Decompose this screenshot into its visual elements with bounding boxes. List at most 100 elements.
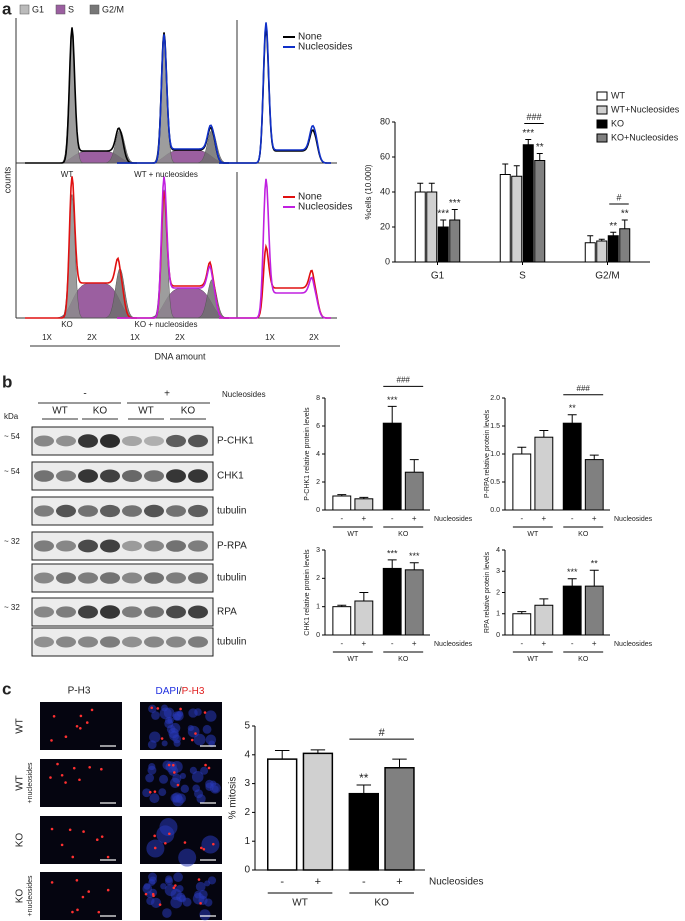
error-bar bbox=[417, 182, 424, 192]
nucleus bbox=[189, 766, 197, 775]
blot-band bbox=[166, 572, 186, 584]
kda-label: kDa bbox=[4, 412, 19, 421]
title-part: P-H3 bbox=[182, 686, 205, 697]
ph3-spot bbox=[190, 738, 194, 742]
nucleus bbox=[194, 890, 202, 899]
blot-band bbox=[56, 572, 76, 584]
y-tick-label: 4 bbox=[244, 749, 250, 760]
legend-label: Nucleosides bbox=[298, 202, 352, 213]
legend-swatch bbox=[596, 133, 608, 143]
error-bar bbox=[536, 153, 543, 161]
bar bbox=[584, 242, 596, 263]
nucleus bbox=[142, 788, 151, 798]
nucleus bbox=[173, 872, 183, 882]
x-tick-label: + bbox=[396, 876, 402, 888]
y-tick-label: 5 bbox=[244, 721, 250, 732]
blot-band bbox=[166, 605, 186, 619]
blot-band bbox=[166, 636, 186, 648]
blot-band bbox=[122, 572, 142, 584]
bar bbox=[534, 436, 554, 511]
nucleus bbox=[178, 848, 197, 867]
panel-label: c bbox=[2, 679, 11, 698]
bar bbox=[562, 422, 582, 511]
legend-label: Nucleosides bbox=[298, 42, 352, 53]
bar bbox=[534, 604, 554, 636]
blot-band bbox=[34, 435, 54, 447]
blot-band bbox=[34, 470, 54, 482]
bar bbox=[607, 235, 619, 263]
nucleus bbox=[159, 818, 178, 837]
nucleus bbox=[173, 713, 181, 721]
micro-image bbox=[40, 872, 122, 920]
ph3-spot bbox=[106, 888, 110, 892]
nucleus bbox=[161, 740, 168, 747]
bar bbox=[302, 752, 334, 871]
y-axis-label: % mitosis bbox=[228, 777, 239, 820]
row-label: KO bbox=[15, 889, 26, 904]
histogram-curve bbox=[25, 27, 137, 164]
ph3-spot bbox=[182, 737, 185, 740]
y-tick-label: 3 bbox=[496, 568, 500, 575]
x-axis-label: Nucleosides bbox=[614, 516, 653, 523]
nucleus bbox=[180, 784, 190, 793]
nucleus bbox=[170, 793, 180, 803]
blot-band bbox=[166, 540, 186, 552]
bar bbox=[562, 585, 582, 636]
y-tick-label: 0 bbox=[385, 256, 390, 266]
y-tick-label: 0.0 bbox=[490, 507, 500, 514]
error-bar bbox=[356, 784, 372, 794]
x-tick-label: S bbox=[519, 271, 526, 282]
significance: *** bbox=[567, 567, 578, 577]
sample-label: WT + nucleosides bbox=[134, 170, 198, 179]
blot-band bbox=[78, 539, 98, 553]
error-bar bbox=[451, 209, 458, 220]
significance: ** bbox=[569, 403, 577, 413]
blot-band bbox=[100, 469, 120, 483]
y-tick-label: 8 bbox=[316, 395, 320, 402]
blot-band bbox=[144, 636, 164, 648]
y-tick-label: 1 bbox=[244, 836, 250, 847]
y-tick-label: 0 bbox=[496, 632, 500, 639]
error-bar bbox=[517, 611, 527, 614]
significance: *** bbox=[449, 198, 461, 209]
y-tick-label: 20 bbox=[380, 221, 390, 231]
y-tick-label: 2 bbox=[496, 589, 500, 596]
significance: ** bbox=[359, 771, 369, 785]
x-tick-label: - bbox=[280, 876, 284, 888]
blot-band bbox=[144, 606, 164, 618]
legend-label: WT bbox=[611, 90, 625, 100]
nucleus bbox=[143, 882, 151, 890]
ph3-spot bbox=[49, 776, 52, 779]
group-label: KO bbox=[578, 656, 589, 663]
error-bar bbox=[409, 562, 419, 570]
group-label: KO bbox=[398, 531, 409, 538]
ph3-spot bbox=[87, 890, 91, 893]
nucleus bbox=[179, 772, 187, 780]
ph3-spot bbox=[106, 855, 110, 859]
blot-band bbox=[188, 434, 208, 448]
x-tick-label: - bbox=[340, 639, 343, 648]
ph3-spot bbox=[68, 828, 72, 832]
nucleus bbox=[205, 734, 217, 745]
bar bbox=[348, 792, 380, 871]
comparison-label: # bbox=[616, 192, 621, 202]
nucleus bbox=[205, 710, 217, 722]
ph3-spot bbox=[202, 847, 206, 851]
nucleus bbox=[205, 782, 214, 791]
bar bbox=[534, 160, 546, 263]
kda-marker: ~ 32 bbox=[4, 537, 20, 546]
x-tick-label: G2/M bbox=[595, 271, 619, 282]
y-axis-label: P-RPA relative protein levels bbox=[484, 409, 491, 498]
x-tick-label: + bbox=[542, 514, 547, 523]
legend-label: G1 bbox=[32, 4, 44, 14]
x-tick-label: - bbox=[362, 876, 366, 888]
group-label: KO bbox=[374, 898, 389, 909]
x-axis-label: Nucleosides bbox=[429, 877, 483, 888]
blot-band bbox=[122, 435, 142, 447]
title-part: / bbox=[179, 686, 182, 697]
histogram-curve bbox=[219, 22, 331, 164]
ph3-spot bbox=[164, 841, 167, 845]
nucleus bbox=[193, 733, 206, 746]
nucleus bbox=[165, 877, 174, 886]
blot-row-label: tubulin bbox=[217, 637, 246, 648]
